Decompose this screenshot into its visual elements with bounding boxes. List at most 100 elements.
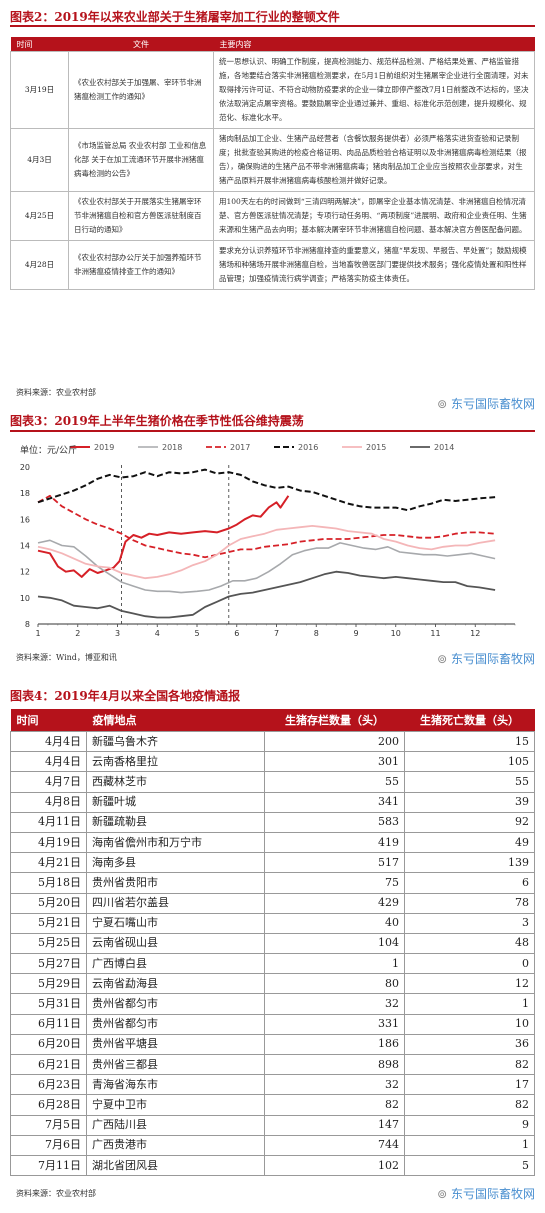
- fig4-row: 5月18日 贵州省贵阳市 75 6: [10, 872, 535, 894]
- watermark-logo-icon: ⊚: [437, 652, 451, 666]
- fig2-cell-content: 猪肉制品加工企业、生猪产品经营者（含餐饮服务提供者）必须严格落实进货查验和记录制…: [213, 128, 535, 192]
- fig4-cell-stock: 40: [264, 912, 405, 934]
- fig4-cell-date: 5月20日: [10, 892, 87, 914]
- y-tick-label: 20: [20, 463, 30, 472]
- watermark-3: ⊚ 东亏国际畜牧网: [437, 1187, 535, 1201]
- fig4-cell-deaths: 49: [404, 831, 535, 854]
- fig4-row: 4月11日 新疆疏勒县 583 92: [10, 811, 535, 833]
- fig2-row: 4月25日 《农业农村部关于开展落实生猪屠宰环节非洲猪瘟自检和官方兽医派驻制度百日…: [10, 191, 535, 241]
- fig4-row: 6月28日 宁夏中卫市 82 82: [10, 1094, 535, 1116]
- x-tick-label: 10: [391, 629, 401, 638]
- x-tick-label: 3: [115, 629, 120, 638]
- fig4-cell-place: 云南省砚山县: [86, 932, 265, 955]
- fig2-cell-content: 用100天左右的时间做到“三清四明两解决”，即屠宰企业基本情况清楚、非洲猪瘟自检…: [213, 191, 535, 241]
- fig4-row: 6月21日 贵州省三都县 898 82: [10, 1053, 535, 1076]
- fig4-cell-date: 6月20日: [10, 1033, 87, 1056]
- fig4-cell-deaths: 39: [404, 791, 535, 813]
- fig4-cell-place: 海南多县: [86, 852, 265, 874]
- fig4-row: 7月5日 广西陆川县 147 9: [10, 1114, 535, 1136]
- x-tick-label: 4: [155, 629, 160, 638]
- fig4-cell-stock: 331: [264, 1013, 405, 1035]
- fig4-cell-deaths: 105: [404, 751, 535, 773]
- fig2-title: 图表2：2019年以来农业部关于生猪屠宰加工行业的整顿文件: [10, 10, 340, 24]
- fig4-cell-place: 湖北省团风县: [86, 1154, 265, 1177]
- fig4-cell-place: 青海省海东市: [86, 1074, 265, 1096]
- fig4-cell-place: 宁夏中卫市: [86, 1094, 265, 1116]
- y-tick-label: 10: [20, 594, 30, 603]
- fig4-cell-stock: 82: [264, 1094, 405, 1116]
- x-tick-label: 11: [430, 629, 440, 638]
- fig4-cell-place: 广西博白县: [86, 953, 265, 975]
- fig4-row: 5月31日 贵州省都匀市 32 1: [10, 993, 535, 1015]
- y-tick-label: 14: [20, 542, 30, 551]
- fig4-cell-date: 5月31日: [10, 993, 87, 1015]
- fig4-cell-deaths: 3: [404, 912, 535, 934]
- fig4-cell-deaths: 82: [404, 1053, 535, 1076]
- fig2-title-rule: [10, 25, 535, 27]
- fig4-cell-place: 新疆疏勒县: [86, 811, 265, 833]
- fig2-cell-date: 4月28日: [10, 240, 69, 290]
- fig2-cell-doc: 《农业农村部关于开展落实生猪屠宰环节非洲猪瘟自检和官方兽医派驻制度百日行动的通知…: [68, 191, 214, 241]
- fig4-cell-date: 6月23日: [10, 1074, 87, 1096]
- fig4-cell-stock: 147: [264, 1114, 405, 1136]
- legend-label-2015: 2015: [366, 443, 386, 452]
- x-tick-label: 5: [194, 629, 199, 638]
- fig4-cell-place: 广西贵港市: [86, 1134, 265, 1156]
- chart-legend: 2019 2018 2017 2016 2015 2014: [70, 443, 454, 452]
- fig4-cell-stock: 419: [264, 831, 405, 854]
- watermark-logo-icon: ⊚: [437, 397, 451, 411]
- fig4-row: 4月4日 云南香格里拉 301 105: [10, 751, 535, 773]
- fig4-row: 7月6日 广西贵港市 744 1: [10, 1134, 535, 1156]
- fig4-cell-date: 6月28日: [10, 1094, 87, 1116]
- fig4-cell-deaths: 139: [404, 852, 535, 874]
- fig4-header-date: 时间: [10, 709, 87, 732]
- fig4-cell-stock: 744: [264, 1134, 405, 1156]
- fig4-cell-stock: 1: [264, 953, 405, 975]
- fig4-cell-date: 6月11日: [10, 1013, 87, 1035]
- price-chart: 2019 2018 2017 2016 2015 2014 单位：元/公斤 8101214…: [20, 443, 516, 638]
- fig4-row: 5月21日 宁夏石嘴山市 40 3: [10, 912, 535, 934]
- fig4-cell-deaths: 78: [404, 892, 535, 914]
- fig2-row: 3月19日 《农业农村部关于加强屠、宰环节非洲猪瘟检测工作的通知》 统一思想认识、明…: [10, 51, 535, 129]
- fig4-cell-stock: 301: [264, 751, 405, 773]
- fig4-cell-date: 7月5日: [10, 1114, 87, 1136]
- watermark-logo-icon: ⊚: [437, 1187, 451, 1201]
- y-axis-label: 单位：元/公斤: [20, 444, 77, 456]
- fig2-header-doc: 文件: [68, 37, 214, 52]
- fig4-cell-deaths: 15: [404, 730, 535, 753]
- legend-label-2019: 2019: [94, 443, 114, 452]
- fig4-cell-stock: 32: [264, 1074, 405, 1096]
- fig4-cell-place: 云南省勐海县: [86, 973, 265, 995]
- fig4-cell-stock: 898: [264, 1053, 405, 1076]
- fig2-cell-date: 4月25日: [10, 191, 69, 241]
- fig4-cell-date: 4月4日: [10, 751, 87, 773]
- fig3-source: 资料来源：Wind，博亚和讯: [16, 653, 117, 662]
- fig4-cell-date: 4月8日: [10, 791, 87, 813]
- fig4-cell-stock: 55: [264, 771, 405, 793]
- fig4-cell-stock: 517: [264, 852, 405, 874]
- fig2-source: 资料来源：农业农村部: [16, 388, 96, 397]
- fig4-row: 5月29日 云南省勐海县 80 12: [10, 973, 535, 995]
- fig4-cell-deaths: 0: [404, 953, 535, 975]
- y-tick-label: 12: [20, 568, 30, 577]
- fig2-table: 时间 文件 主要内容 3月19日 《农业农村部关于加强屠、宰环节非洲猪瘟检测工作的…: [10, 37, 535, 290]
- fig4-source: 资料来源：农业农村部: [16, 1189, 96, 1198]
- x-tick-label: 7: [274, 629, 279, 638]
- legend-label-2018: 2018: [162, 443, 182, 452]
- chart-lines: [37, 468, 496, 619]
- fig4-cell-place: 宁夏石嘴山市: [86, 912, 265, 934]
- fig4-header-deaths: 生猪死亡数量（头）: [404, 709, 535, 732]
- fig2-header-date: 时间: [10, 37, 69, 52]
- fig2-row: 4月3日 《市场监管总局 农业农村部 工业和信息化部 关于在加工流通环节开展非洲猪…: [10, 128, 535, 192]
- fig4-cell-deaths: 6: [404, 872, 535, 894]
- x-tick-label: 1: [35, 629, 40, 638]
- fig4-row: 7月11日 湖北省团风县 102 5: [10, 1154, 535, 1177]
- fig4-cell-place: 广西陆川县: [86, 1114, 265, 1136]
- fig4-cell-deaths: 55: [404, 771, 535, 793]
- fig4-cell-date: 7月6日: [10, 1134, 87, 1156]
- fig4-cell-place: 贵州省都匀市: [86, 1013, 265, 1035]
- fig2-cell-date: 3月19日: [10, 51, 69, 129]
- fig2-header-content: 主要内容: [213, 37, 535, 52]
- fig4-cell-deaths: 10: [404, 1013, 535, 1035]
- fig4-row: 4月7日 西藏林芝市 55 55: [10, 771, 535, 793]
